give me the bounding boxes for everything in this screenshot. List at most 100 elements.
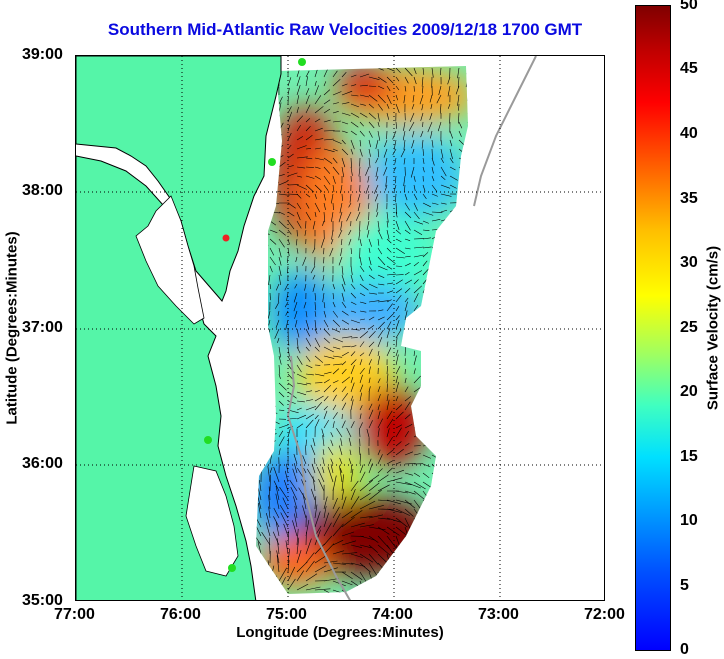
station-marker[interactable] (228, 564, 236, 572)
vector-arrow (431, 553, 442, 565)
vector-arrow (368, 300, 380, 303)
vector-arrow (404, 310, 408, 321)
vector-arrow (305, 310, 308, 318)
vector-arrow (341, 283, 346, 292)
vector-arrow (449, 130, 453, 139)
vector-arrow (359, 368, 365, 375)
vector-arrow (458, 247, 462, 258)
vector-arrow (467, 112, 468, 123)
vector-arrow (314, 184, 323, 192)
vector-arrow (341, 157, 346, 168)
vector-arrow (287, 211, 295, 217)
vector-arrow (386, 94, 392, 105)
vector-arrow (440, 499, 445, 516)
vector-arrow (431, 258, 441, 267)
vector-arrow (357, 193, 361, 202)
vector-arrow (359, 292, 366, 297)
vector-arrow (395, 461, 402, 465)
vector-arrow (386, 341, 389, 348)
vector-arrow (260, 247, 266, 254)
vector-arrow (466, 427, 468, 438)
vector-arrow (359, 516, 373, 519)
vector-arrow (314, 85, 319, 96)
vector-arrow (314, 138, 324, 141)
vector-arrow (338, 211, 343, 223)
vector-arrow (332, 355, 343, 358)
vector-arrow (323, 405, 328, 411)
vector-arrow (330, 432, 334, 438)
vector-arrow (477, 324, 483, 329)
vector-arrow (422, 434, 431, 438)
vector-arrow (395, 256, 405, 259)
vector-arrow (458, 535, 468, 550)
vector-arrow (411, 139, 415, 149)
vector-arrow (368, 121, 375, 129)
vector-arrow (404, 279, 413, 285)
vector-arrow (467, 481, 468, 497)
vector-arrow (377, 355, 380, 366)
vector-arrow (395, 85, 400, 91)
vector-arrow (467, 409, 468, 419)
vector-arrow (323, 410, 328, 420)
vector-arrow (386, 399, 390, 411)
vector-arrow (467, 94, 468, 101)
vector-arrow (467, 544, 468, 553)
vector-arrow (314, 66, 318, 69)
vector-arrow (359, 524, 374, 528)
vector-arrow (322, 265, 325, 273)
vector-arrow (458, 562, 468, 571)
station-marker[interactable] (204, 436, 212, 444)
x-axis-label: Longitude (Degrees:Minutes) (236, 624, 444, 641)
vector-arrow (257, 541, 262, 555)
vector-arrow (256, 328, 262, 340)
vector-arrow (359, 139, 362, 147)
vector-arrow (386, 347, 392, 357)
vector-arrow (332, 102, 339, 105)
vector-arrow (260, 265, 267, 276)
vector-arrow (278, 211, 285, 215)
vector-arrow (404, 490, 416, 495)
vector-arrow (458, 391, 467, 397)
vector-arrow (449, 454, 453, 460)
map-title: Southern Mid-Atlantic Raw Velocities 200… (107, 20, 583, 39)
vector-arrow (278, 424, 289, 429)
vector-arrow (312, 283, 316, 292)
vector-arrow (477, 500, 487, 510)
vector-arrow (350, 166, 353, 176)
vector-arrow (440, 193, 452, 197)
vector-arrow (332, 157, 338, 164)
vector-arrow (279, 486, 289, 501)
vector-arrow (467, 306, 468, 312)
vector-arrow (440, 184, 451, 189)
station-marker[interactable] (222, 234, 230, 242)
vector-arrow (322, 220, 325, 226)
map-plot-area[interactable] (75, 55, 605, 601)
vector-arrow (477, 104, 479, 112)
vector-arrow (377, 378, 381, 384)
vector-arrow (273, 480, 280, 492)
vector-arrow (258, 502, 262, 519)
vector-arrow (350, 377, 354, 384)
vector-arrow (359, 589, 370, 594)
station-marker[interactable] (298, 58, 306, 66)
vector-arrow (458, 581, 468, 591)
vector-arrow (340, 247, 343, 257)
vector-arrow (368, 366, 371, 375)
vector-arrow (395, 193, 397, 203)
vector-arrow (404, 443, 410, 447)
vector-arrow (287, 566, 296, 582)
vector-arrow (395, 490, 409, 494)
vector-arrow (404, 396, 412, 402)
vector-arrow (310, 444, 316, 456)
vector-arrow (269, 135, 273, 141)
vector-arrow (404, 321, 409, 330)
vector-arrow (260, 409, 267, 417)
station-marker[interactable] (268, 158, 276, 166)
vector-arrow (296, 561, 308, 573)
vector-arrow (427, 121, 433, 133)
vector-arrow (260, 418, 268, 423)
vector-arrow (314, 147, 322, 150)
vector-arrow (431, 517, 435, 534)
vector-arrow (268, 310, 271, 319)
vector-arrow (322, 292, 325, 303)
